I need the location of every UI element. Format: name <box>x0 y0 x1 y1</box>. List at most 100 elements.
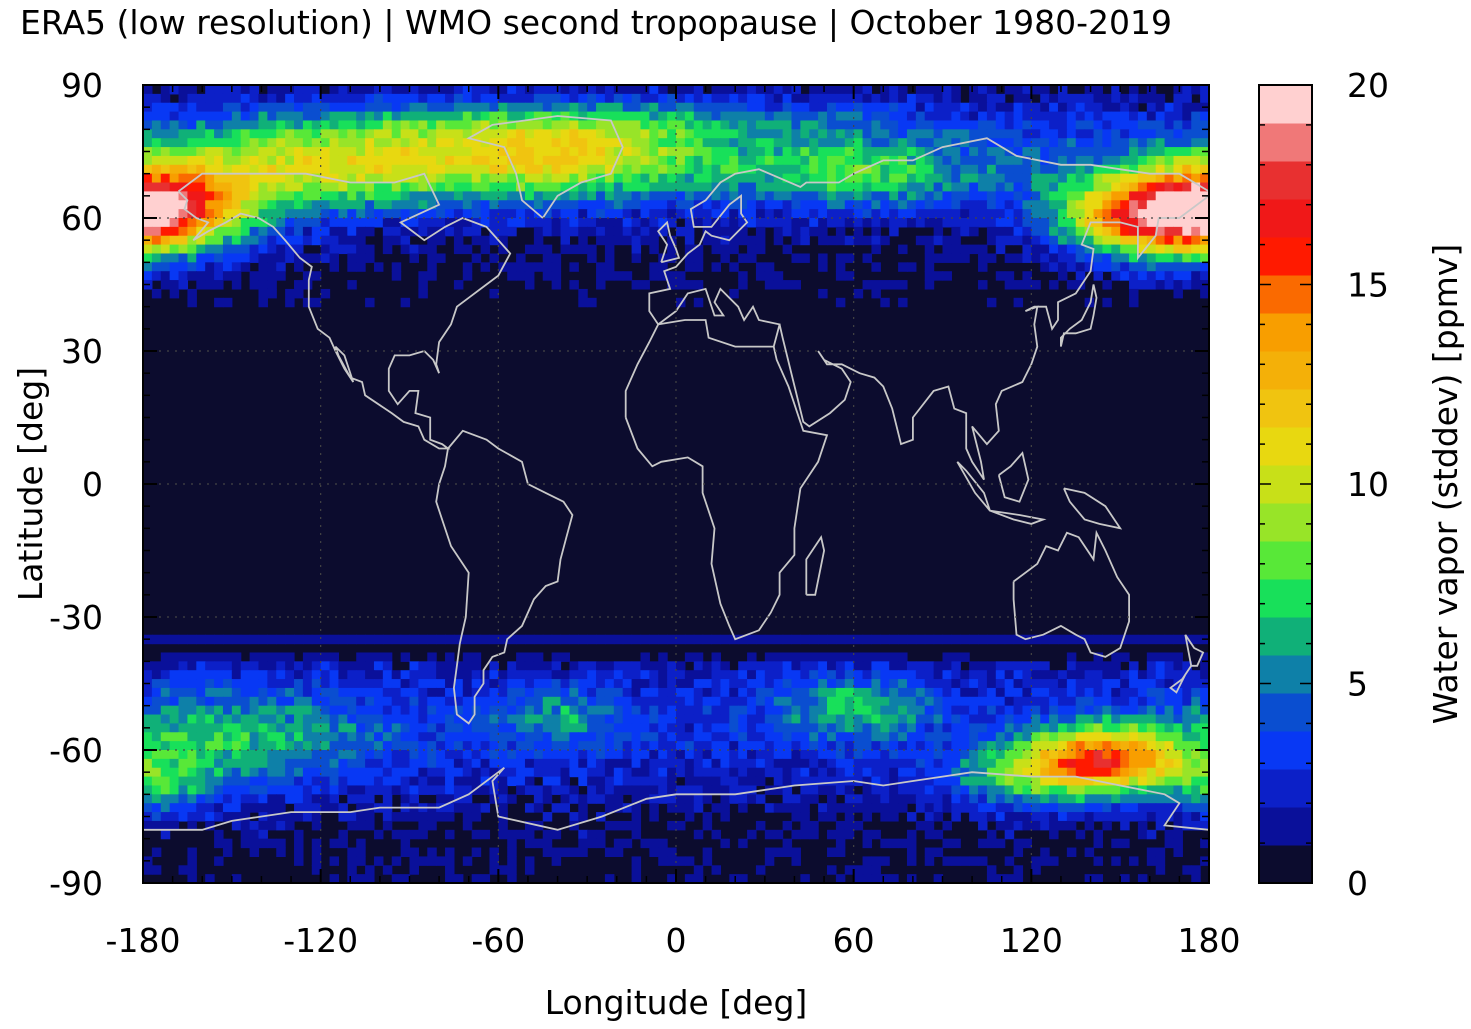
heatmap-cell <box>649 670 659 680</box>
heatmap-cell <box>880 164 890 175</box>
heatmap-cell <box>853 750 864 760</box>
heatmap-cell <box>560 85 570 95</box>
heatmap-cell <box>933 147 944 157</box>
heatmap-cell <box>373 634 384 645</box>
heatmap-cell <box>187 847 197 857</box>
heatmap-cell <box>827 687 837 698</box>
heatmap-cell <box>1200 200 1209 210</box>
heatmap-cell <box>1057 794 1068 804</box>
heatmap-cell <box>818 182 828 192</box>
heatmap-cell <box>329 111 340 122</box>
heatmap-cell <box>622 714 633 724</box>
heatmap-cell <box>347 253 357 263</box>
heatmap-cell <box>214 812 224 822</box>
heatmap-cell <box>436 173 446 184</box>
heatmap-cell <box>462 803 473 813</box>
heatmap-cell <box>294 670 304 680</box>
heatmap-cell <box>764 182 775 192</box>
heatmap-cell <box>684 120 695 130</box>
heatmap-cell <box>1137 280 1148 290</box>
heatmap-cell <box>631 173 642 184</box>
heatmap-cell <box>782 209 793 219</box>
heatmap-cell <box>240 838 251 849</box>
heatmap-cell <box>302 235 313 246</box>
heatmap-cell <box>1182 182 1192 192</box>
heatmap-cell <box>551 767 562 778</box>
heatmap-cell <box>311 155 322 166</box>
heatmap-cell <box>462 138 473 148</box>
heatmap-cell <box>294 155 304 166</box>
heatmap-cell <box>1155 138 1166 148</box>
heatmap-cell <box>524 803 535 813</box>
heatmap-cell <box>507 634 517 645</box>
heatmap-cell <box>471 812 482 822</box>
heatmap-cell <box>827 847 837 857</box>
heatmap-cell <box>1182 155 1192 166</box>
heatmap-cell <box>1040 785 1050 795</box>
heatmap-cell <box>1040 696 1050 707</box>
heatmap-cell <box>835 696 846 707</box>
heatmap-cell <box>711 200 722 210</box>
heatmap-cell <box>924 776 935 787</box>
heatmap-cell <box>311 85 322 95</box>
heatmap-cell <box>844 209 855 219</box>
heatmap-cell <box>222 847 233 857</box>
heatmap-cell <box>498 741 508 751</box>
heatmap-cell <box>942 93 952 104</box>
heatmap-cell <box>835 714 846 724</box>
heatmap-cell <box>1129 696 1139 707</box>
heatmap-cell <box>1191 164 1201 175</box>
heatmap-cell <box>1137 723 1148 733</box>
heatmap-cell <box>613 758 624 769</box>
heatmap-cell <box>329 767 340 778</box>
heatmap-cell <box>498 218 508 228</box>
heatmap-cell <box>658 687 668 698</box>
heatmap-cell <box>169 288 180 299</box>
heatmap-cell <box>240 750 251 760</box>
heatmap-cell <box>222 155 233 166</box>
heatmap-cell <box>880 120 890 130</box>
heatmap-cell <box>214 253 224 263</box>
heatmap-cell <box>1049 670 1059 680</box>
heatmap-cell <box>684 182 695 192</box>
heatmap-cell <box>684 102 695 113</box>
heatmap-cell <box>1013 155 1024 166</box>
heatmap-cell <box>1120 191 1130 201</box>
heatmap-cell <box>294 732 304 742</box>
heatmap-cell <box>427 235 437 246</box>
heatmap-cell <box>258 218 268 228</box>
heatmap-cell <box>924 93 935 104</box>
heatmap-cell <box>782 847 793 857</box>
heatmap-cell <box>569 741 579 751</box>
heatmap-cell <box>942 191 952 201</box>
heatmap-cell <box>160 111 171 122</box>
heatmap-cell <box>294 218 304 228</box>
heatmap-cell <box>302 120 313 130</box>
heatmap-cell <box>596 218 606 228</box>
heatmap-cell <box>587 120 597 130</box>
heatmap-cell <box>871 235 881 246</box>
heatmap-cell <box>258 297 268 308</box>
heatmap-cell <box>667 696 677 707</box>
heatmap-cell <box>1200 794 1209 804</box>
heatmap-cell <box>915 696 926 707</box>
heatmap-cell <box>800 111 810 122</box>
heatmap-cell <box>214 670 224 680</box>
heatmap-cell <box>418 191 428 201</box>
heatmap-cell <box>933 679 944 689</box>
heatmap-cell <box>338 120 348 130</box>
heatmap-cell <box>365 182 375 192</box>
heatmap-cell <box>338 741 348 751</box>
heatmap-cell <box>436 661 446 671</box>
heatmap-cell <box>524 271 535 281</box>
heatmap-cell <box>338 661 348 671</box>
heatmap-cell <box>604 776 615 787</box>
heatmap-cell <box>613 111 624 122</box>
heatmap-cell <box>800 93 810 104</box>
heatmap-cell <box>498 767 508 778</box>
heatmap-cell <box>231 652 242 662</box>
heatmap-cell <box>1093 209 1103 219</box>
heatmap-cell <box>1075 829 1086 840</box>
heatmap-cell <box>400 85 411 95</box>
heatmap-cell <box>853 129 864 139</box>
